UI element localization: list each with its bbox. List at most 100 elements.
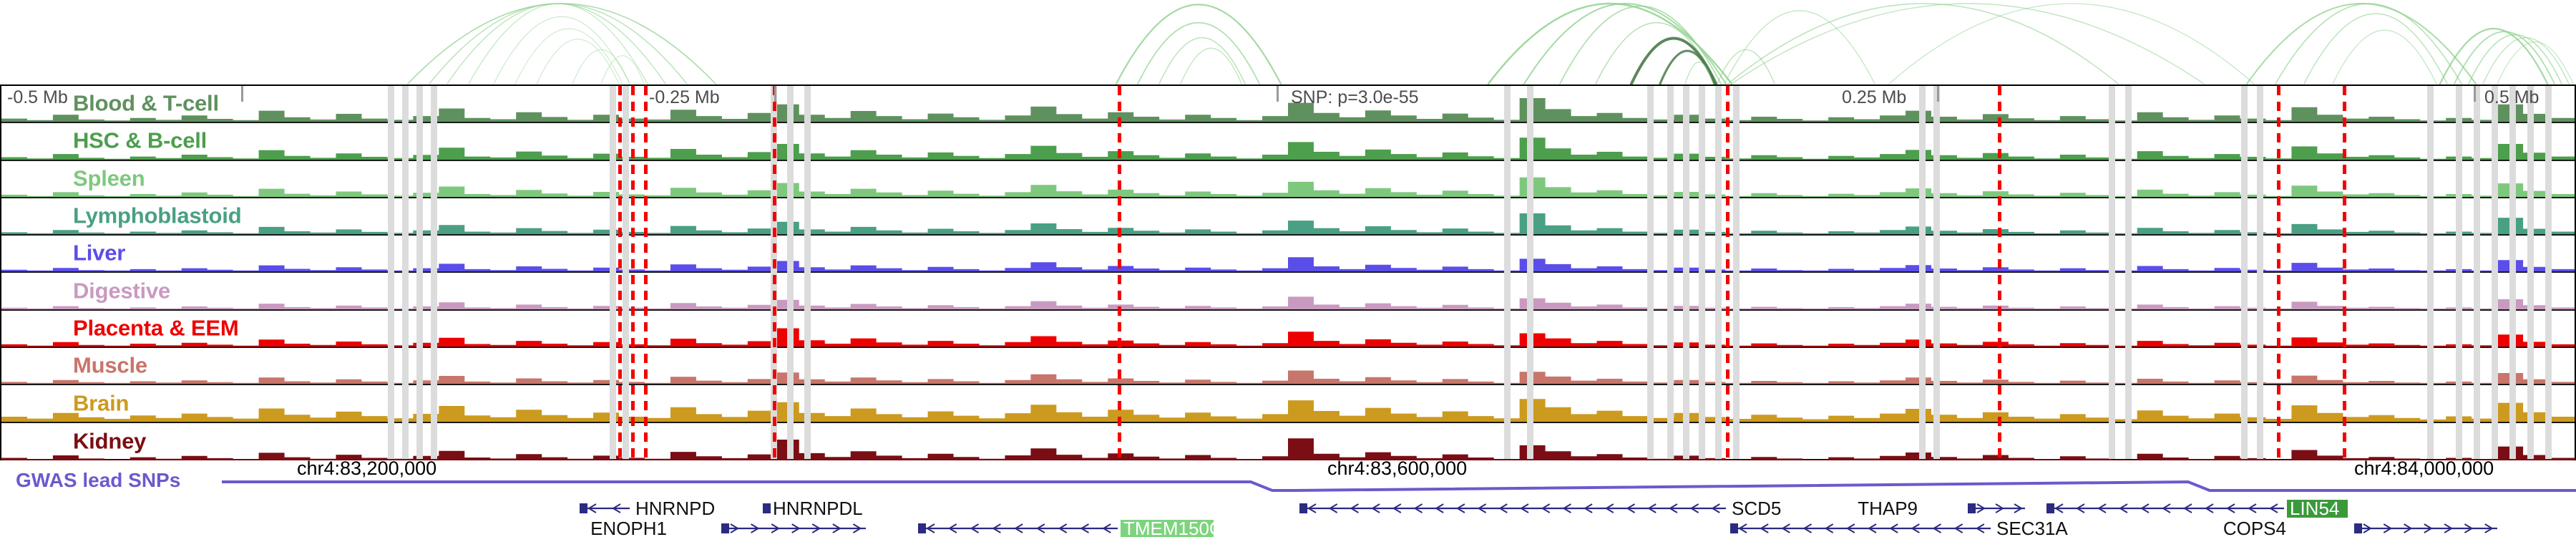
- strand-direction-arrow: [2444, 523, 2454, 533]
- gene-terminal-block: [2046, 503, 2054, 513]
- signal-track: Kidney: [1, 423, 2575, 460]
- interaction-arc: [514, 28, 623, 84]
- strand-direction-arrow: [730, 523, 739, 533]
- track-label-lymphoblastoid: Lymphoblastoid: [73, 203, 242, 228]
- signal-track: Blood & T-cell: [1, 86, 2575, 124]
- axis-tick: [241, 86, 243, 102]
- strand-direction-arrow: [970, 523, 980, 533]
- strand-direction-arrow: [2484, 523, 2494, 533]
- strand-direction-arrow: [2183, 503, 2192, 513]
- signal-track: Muscle: [1, 348, 2575, 386]
- interaction-arc: [493, 16, 630, 84]
- interaction-arc: [572, 49, 630, 84]
- chromatin-interaction-arcs: [0, 0, 2576, 84]
- gene-terminal-block: [721, 523, 729, 533]
- signal-profile: [1, 89, 2575, 122]
- track-label-spleen: Spleen: [73, 165, 145, 191]
- gene-terminal-block: [1968, 503, 1976, 513]
- strand-direction-arrow: [1953, 523, 1963, 533]
- tracks-container: Blood & T-cell HSC & B-cell Spleen Lymphobl…: [1, 86, 2575, 460]
- axis-tick: [1277, 86, 1279, 102]
- interaction-arc: [2439, 28, 2549, 84]
- interaction-arc: [600, 55, 645, 84]
- interaction-arc: [2482, 37, 2570, 84]
- signal-profile: [1, 164, 2575, 197]
- gwas-connector-line: [222, 480, 2576, 492]
- strand-direction-arrow: [1976, 503, 1986, 513]
- interaction-arc: [1137, 21, 1260, 84]
- strand-direction-arrow: [2119, 503, 2128, 513]
- strand-direction-arrow: [1328, 503, 1338, 513]
- strand-direction-arrow: [947, 523, 957, 533]
- signal-profile: [1, 238, 2575, 272]
- gene-name-label[interactable]: SCD5: [1732, 498, 1781, 519]
- signal-profile: [1, 351, 2575, 384]
- signal-area: [1, 213, 2575, 235]
- interaction-arc: [1523, 3, 1727, 84]
- interaction-arc: [2332, 29, 2437, 84]
- interaction-arc: [2454, 31, 2555, 84]
- track-label-liver: Liver: [73, 240, 126, 266]
- gene-terminal-block: [2354, 523, 2362, 533]
- strand-direction-arrow: [2097, 503, 2107, 513]
- signal-profile: [1, 276, 2575, 309]
- gene-terminal-block: [1730, 523, 1738, 533]
- interaction-arc: [1684, 62, 1714, 84]
- interaction-arc: [1559, 5, 1722, 84]
- signal-track: Digestive: [1, 273, 2575, 311]
- axis-label: -0.25 Mb: [649, 87, 720, 107]
- interaction-arc: [1888, 3, 2255, 84]
- strand-direction-arrow: [1911, 523, 1920, 533]
- strand-direction-arrow: [1738, 523, 1747, 533]
- gene-name-label[interactable]: SEC31A: [1996, 518, 2068, 537]
- track-label-blood-t-cell: Blood & T-cell: [73, 90, 219, 116]
- strand-direction-arrow: [1932, 523, 1942, 533]
- strand-direction-arrow: [832, 523, 841, 533]
- gene-name-label[interactable]: LIN54: [2290, 498, 2339, 519]
- strand-direction-arrow: [1307, 503, 1317, 513]
- strand-direction-arrow: [1035, 523, 1045, 533]
- axis-tick: [774, 86, 776, 102]
- strand-direction-arrow: [751, 523, 760, 533]
- strand-direction-arrow: [1371, 503, 1380, 513]
- axis-tick: [1937, 86, 1939, 102]
- signal-area: [1, 370, 2575, 384]
- genomic-coordinate-label: chr4:83,200,000: [297, 458, 437, 479]
- strand-direction-arrow: [1781, 523, 1790, 533]
- signal-area: [1, 398, 2575, 422]
- strand-direction-arrow: [1889, 523, 1898, 533]
- strand-direction-arrow: [2205, 503, 2214, 513]
- signal-area: [1, 296, 2575, 309]
- gene-terminal-block: [580, 503, 587, 513]
- genomic-coordinate-label: chr4:84,000,000: [2354, 458, 2494, 479]
- gene-name-label[interactable]: ENOPH1: [590, 518, 667, 537]
- gene-name-label[interactable]: HNRNPDL: [773, 498, 863, 519]
- track-label-placenta-eem: Placenta & EEM: [73, 315, 239, 341]
- strand-direction-arrow: [2248, 503, 2257, 513]
- gene-terminal-block: [1299, 503, 1307, 513]
- strand-direction-arrow: [1413, 503, 1423, 513]
- gene-name-label[interactable]: HNRNPD: [635, 498, 715, 519]
- strand-direction-arrow: [2383, 523, 2393, 533]
- track-label-digestive: Digestive: [73, 277, 171, 303]
- signal-area: [1, 137, 2575, 160]
- signal-track: Brain: [1, 385, 2575, 423]
- signal-profile: [1, 127, 2575, 160]
- strand-direction-arrow: [771, 523, 781, 533]
- strand-direction-arrow: [1760, 523, 1769, 533]
- interaction-arc: [429, 3, 688, 84]
- interaction-arc: [1727, 3, 2119, 84]
- interaction-arc: [1731, 3, 2205, 84]
- strand-direction-arrow: [2014, 503, 2023, 513]
- gene-name-label[interactable]: TMEM150C: [1123, 518, 1223, 537]
- coordinate-axis: -0.5 Mb -0.25 Mb SNP: p=3.0e-55 0.25 Mb 0.5 …: [1, 86, 2575, 107]
- signal-area: [1, 257, 2575, 272]
- interaction-arc: [536, 39, 620, 84]
- strand-direction-arrow: [587, 503, 597, 513]
- gene-name-label[interactable]: COPS4: [2223, 518, 2286, 537]
- strand-direction-arrow: [992, 523, 1001, 533]
- gene-highlight-box: [1121, 520, 1214, 537]
- interaction-arc: [1487, 3, 1733, 84]
- axis-label: -0.5 Mb: [7, 87, 68, 107]
- gene-name-label[interactable]: THAP9: [1858, 498, 1918, 519]
